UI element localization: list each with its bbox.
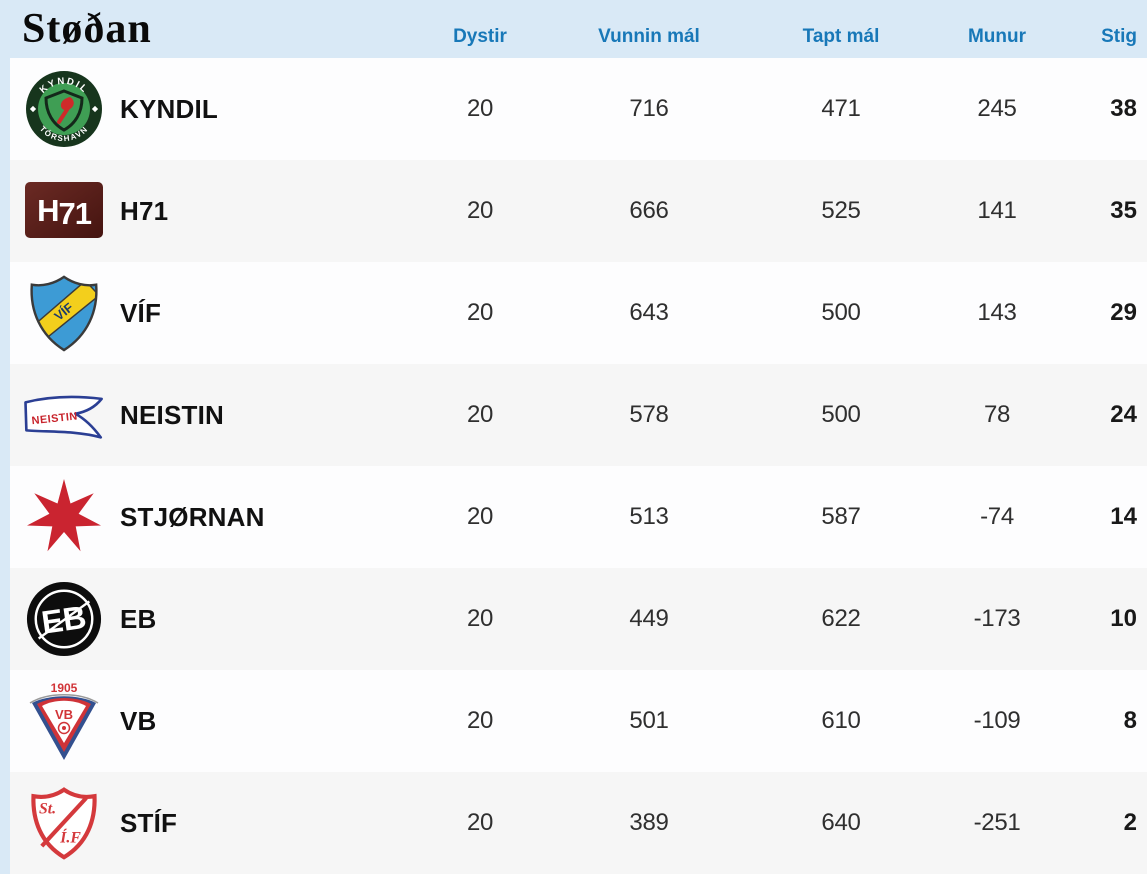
- stjornan-crest-icon: [22, 474, 106, 560]
- svg-text:H71: H71: [37, 193, 92, 231]
- column-header-tapt-mal: Tapt mál: [802, 26, 880, 47]
- vb-crest-icon: 1905 VB: [22, 678, 106, 764]
- table-row[interactable]: EB EB 20 449 622 -173 10: [10, 568, 1147, 670]
- svg-text:1905: 1905: [51, 681, 78, 695]
- played-value: 20: [466, 401, 494, 428]
- team-name: VÍF: [120, 297, 162, 328]
- goals-against-value: 640: [821, 809, 861, 836]
- points-value: 2: [1123, 809, 1137, 836]
- played-value: 20: [466, 299, 494, 326]
- goals-for-value: 666: [629, 197, 669, 224]
- played-value: 20: [466, 605, 494, 632]
- goals-for-value: 578: [629, 401, 669, 428]
- difference-value: -109: [973, 707, 1021, 734]
- played-value: 20: [466, 707, 494, 734]
- svg-text:St.: St.: [39, 801, 56, 818]
- points-value: 24: [1110, 401, 1137, 428]
- vif-crest-icon: VÍF: [22, 270, 106, 356]
- played-value: 20: [466, 503, 494, 530]
- points-value: 8: [1123, 707, 1137, 734]
- goals-for-value: 513: [629, 503, 669, 530]
- svg-text:NEISTIN: NEISTIN: [31, 410, 78, 427]
- team-cell: STJØRNAN: [10, 466, 395, 568]
- title-cell: Støðan: [10, 8, 395, 58]
- kyndil-crest-icon: KYNDIL TÓRSHAVN: [22, 66, 106, 152]
- table-row[interactable]: H71 H71 20 666 525 141 35: [10, 160, 1147, 262]
- team-name: VB: [120, 705, 157, 736]
- difference-value: -173: [973, 605, 1021, 632]
- difference-value: 78: [983, 401, 1011, 428]
- goals-against-value: 500: [821, 401, 861, 428]
- standings-table: KYNDIL TÓRSHAVN KYNDIL 20 716 471 245 38…: [0, 58, 1147, 874]
- difference-value: -74: [980, 503, 1014, 530]
- goals-against-value: 525: [821, 197, 861, 224]
- team-name: STJØRNAN: [120, 501, 265, 532]
- table-row[interactable]: 1905 VB VB 20 501 610 -109 8: [10, 670, 1147, 772]
- played-value: 20: [466, 197, 494, 224]
- column-header-vunnin-mal: Vunnin mál: [598, 26, 700, 47]
- points-value: 29: [1110, 299, 1137, 326]
- difference-value: 141: [977, 197, 1017, 224]
- difference-value: 245: [977, 95, 1017, 122]
- team-cell: 1905 VB VB: [10, 670, 395, 772]
- column-header-dystir: Dystir: [453, 26, 507, 47]
- goals-against-value: 471: [821, 95, 861, 122]
- points-value: 14: [1110, 503, 1137, 530]
- played-value: 20: [466, 95, 494, 122]
- svg-text:VB: VB: [55, 707, 73, 722]
- h71-crest-icon: H71: [22, 168, 106, 254]
- svg-text:EB: EB: [39, 599, 88, 641]
- team-cell: KYNDIL TÓRSHAVN KYNDIL: [10, 58, 395, 160]
- points-value: 10: [1110, 605, 1137, 632]
- goals-against-value: 500: [821, 299, 861, 326]
- table-row[interactable]: St. Í.F STÍF 20 389 640 -251 2: [10, 772, 1147, 874]
- team-name: H71: [120, 195, 169, 226]
- team-name: KYNDIL: [120, 93, 218, 124]
- column-header-stig: Stig: [1101, 26, 1137, 47]
- goals-against-value: 622: [821, 605, 861, 632]
- team-cell: H71 H71: [10, 160, 395, 262]
- goals-for-value: 643: [629, 299, 669, 326]
- team-cell: VÍF VÍF: [10, 262, 395, 364]
- team-cell: NEISTIN NEISTIN: [10, 364, 395, 466]
- neistin-crest-icon: NEISTIN: [22, 372, 106, 458]
- team-name: EB: [120, 603, 157, 634]
- eb-crest-icon: EB: [22, 576, 106, 662]
- table-row[interactable]: STJØRNAN 20 513 587 -74 14: [10, 466, 1147, 568]
- goals-for-value: 389: [629, 809, 669, 836]
- table-header: Støðan Dystir Vunnin mál Tapt mál Munur …: [0, 0, 1147, 58]
- goals-against-value: 610: [821, 707, 861, 734]
- table-row[interactable]: VÍF VÍF 20 643 500 143 29: [10, 262, 1147, 364]
- column-header-munur: Munur: [967, 26, 1027, 47]
- stif-crest-icon: St. Í.F: [22, 780, 106, 866]
- team-name: NEISTIN: [120, 399, 224, 430]
- difference-value: 143: [977, 299, 1017, 326]
- points-value: 35: [1110, 197, 1137, 224]
- table-row[interactable]: NEISTIN NEISTIN 20 578 500 78 24: [10, 364, 1147, 466]
- goals-for-value: 449: [629, 605, 669, 632]
- difference-value: -251: [973, 809, 1021, 836]
- team-cell: EB EB: [10, 568, 395, 670]
- points-value: 38: [1110, 95, 1137, 122]
- team-cell: St. Í.F STÍF: [10, 772, 395, 874]
- goals-for-value: 716: [629, 95, 669, 122]
- played-value: 20: [466, 809, 494, 836]
- table-row[interactable]: KYNDIL TÓRSHAVN KYNDIL 20 716 471 245 38: [10, 58, 1147, 160]
- goals-for-value: 501: [629, 707, 669, 734]
- page-title: Støðan: [22, 6, 152, 52]
- team-name: STÍF: [120, 807, 178, 838]
- goals-against-value: 587: [821, 503, 861, 530]
- svg-text:Í.F: Í.F: [59, 827, 81, 846]
